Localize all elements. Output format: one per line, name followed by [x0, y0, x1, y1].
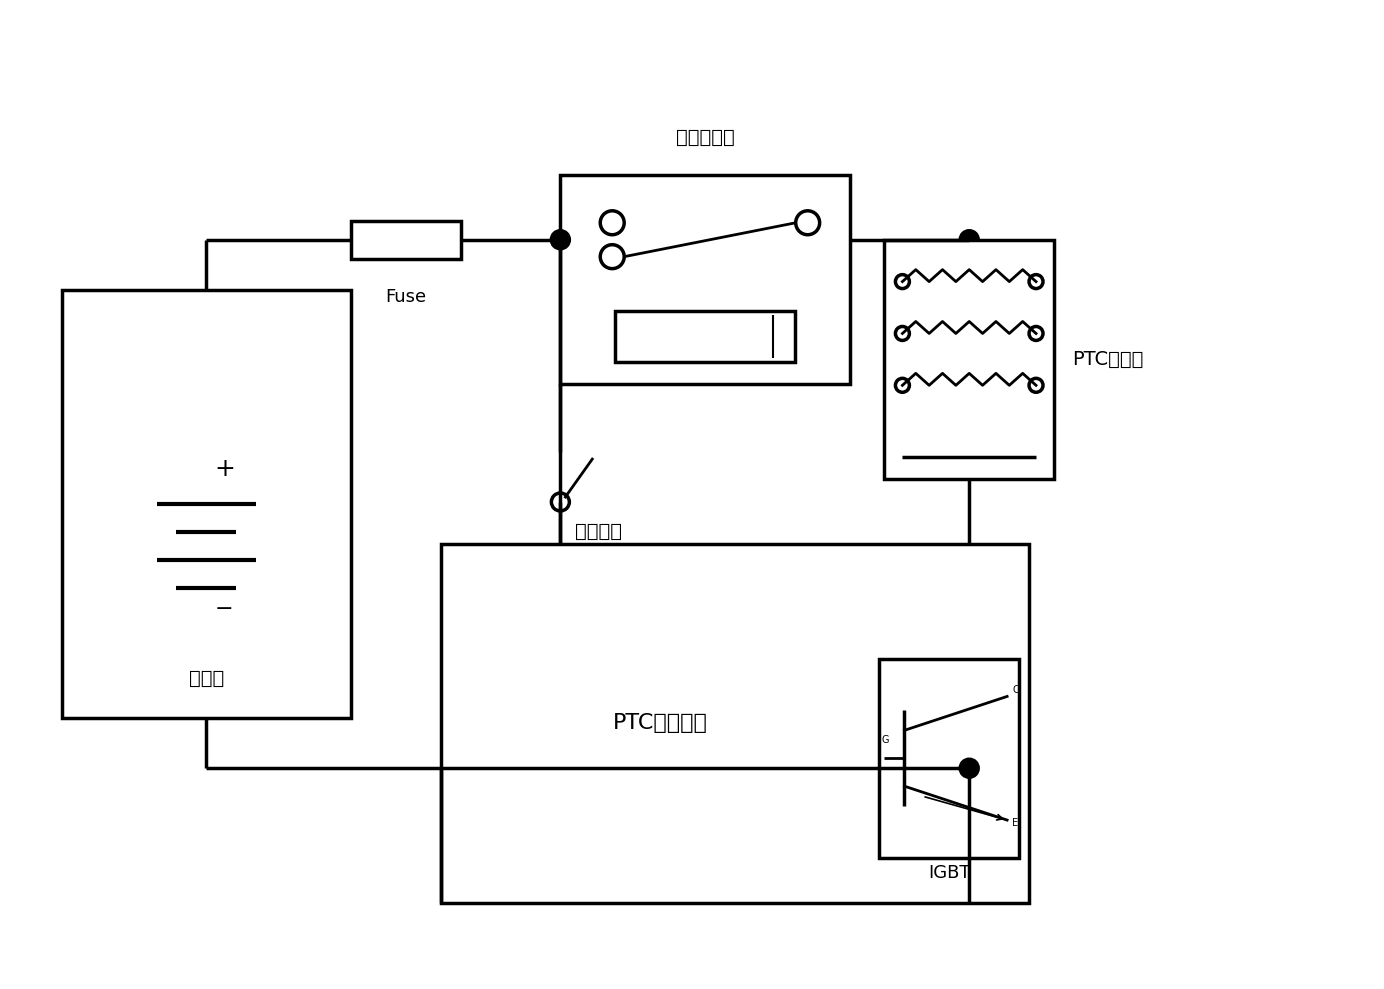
Bar [879, 659, 1019, 858]
Circle shape [601, 244, 624, 269]
Bar [62, 290, 352, 718]
Circle shape [796, 211, 819, 234]
Bar [561, 175, 850, 385]
Text: C: C [1012, 685, 1019, 695]
Text: PTC主控制器: PTC主控制器 [613, 713, 707, 734]
Circle shape [1030, 379, 1044, 393]
Circle shape [960, 760, 978, 777]
Bar [884, 239, 1055, 479]
Circle shape [895, 275, 909, 289]
Bar [440, 544, 1030, 903]
Text: 温控开关: 温控开关 [576, 522, 623, 541]
Circle shape [895, 379, 909, 393]
Text: +: + [215, 457, 235, 481]
Text: IGBT: IGBT [929, 864, 970, 882]
Circle shape [1030, 275, 1044, 289]
Bar [352, 221, 461, 259]
Text: PTC发热体: PTC发热体 [1073, 350, 1143, 369]
Circle shape [601, 211, 624, 234]
Circle shape [551, 493, 569, 511]
Circle shape [551, 230, 569, 248]
Text: G: G [882, 735, 889, 746]
Text: Fuse: Fuse [385, 288, 426, 306]
Circle shape [895, 326, 909, 340]
Text: E: E [1012, 818, 1019, 828]
Bar [616, 311, 794, 362]
Text: 高压电: 高压电 [188, 669, 224, 688]
Text: −: − [215, 598, 234, 619]
Circle shape [1030, 326, 1044, 340]
Circle shape [960, 230, 978, 248]
Text: 高压继电器: 高压继电器 [675, 128, 735, 147]
